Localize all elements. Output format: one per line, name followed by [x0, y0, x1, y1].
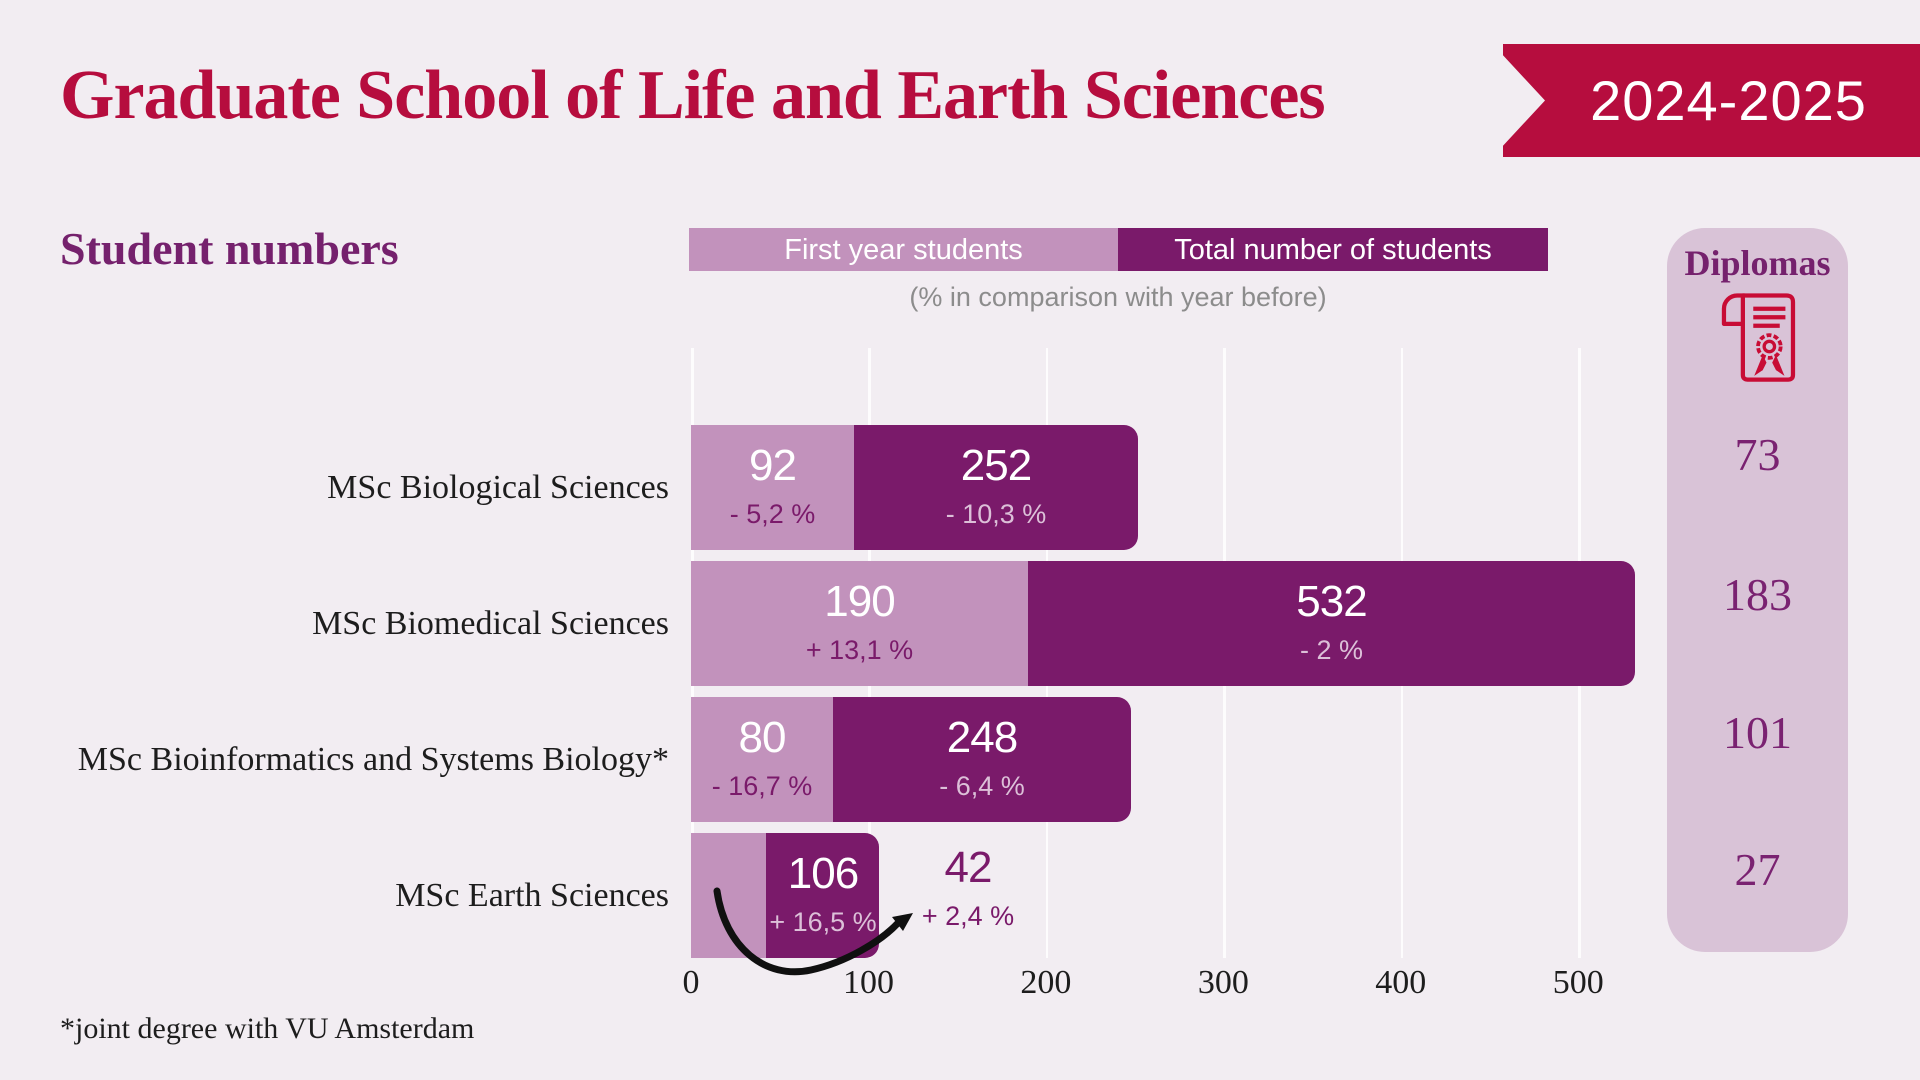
- section-heading: Student numbers: [60, 223, 399, 274]
- diplomas-panel: Diplomas 73 183 101 27: [1667, 228, 1848, 952]
- ribbon-badge: 2024-2025: [1503, 44, 1920, 157]
- first-year-value: 92: [749, 441, 797, 490]
- legend: First year students Total number of stud…: [689, 228, 1548, 271]
- bar-group: 248 - 6,4 % 80 - 16,7 %: [691, 697, 1920, 822]
- first-year-bar-labels: 190 + 13,1 %: [691, 561, 1028, 686]
- total-bar-labels: 106 + 16,5 %: [766, 833, 880, 958]
- diplomas-value: 183: [1723, 569, 1792, 620]
- x-tick-label: 400: [1375, 964, 1427, 1001]
- program-label: MSc Biomedical Sciences: [312, 605, 669, 642]
- first-year-bar-labels: 80 - 16,7 %: [691, 697, 833, 822]
- x-tick-label: 0: [682, 964, 700, 1001]
- first-year-change: - 16,7 %: [711, 771, 813, 801]
- first-year-value: 80: [738, 713, 787, 762]
- academic-year-badge: 2024-2025: [1590, 69, 1867, 132]
- first-year-bar: 80 - 16,7 %: [691, 697, 833, 822]
- first-year-change: + 2,4 %: [921, 901, 1015, 931]
- total-value: 532: [1296, 577, 1367, 626]
- total-change: + 16,5 %: [769, 907, 877, 937]
- first-year-change: + 13,1 %: [805, 635, 914, 665]
- bar-group: 106 + 16,5 % 42 + 2,4 %: [691, 833, 1920, 976]
- annotation-arrow: [713, 887, 913, 976]
- x-tick-label: 100: [842, 964, 894, 1001]
- total-value: 106: [787, 849, 859, 898]
- x-tick-label: 500: [1552, 964, 1604, 1001]
- certificate-icon: [1721, 293, 1795, 382]
- diplomas-value: 73: [1734, 429, 1781, 480]
- first-year-change: - 5,2 %: [729, 499, 816, 529]
- diplomas-value: 101: [1723, 707, 1792, 758]
- bar-row: MSc Biomedical Sciences 532 - 2 % 190 + …: [0, 561, 1920, 686]
- first-year-bar-labels: 92 - 5,2 %: [691, 425, 854, 550]
- first-year-bar: 92 - 5,2 %: [691, 425, 854, 550]
- diplomas-value: 27: [1734, 844, 1781, 895]
- first-year-bar: [691, 833, 766, 958]
- total-value: 252: [960, 441, 1032, 490]
- x-tick-label: 300: [1197, 964, 1249, 1001]
- bar-group: 532 - 2 % 190 + 13,1 %: [691, 561, 1920, 686]
- total-bar-labels: 252 - 10,3 %: [854, 425, 1138, 550]
- first-year-value: 190: [824, 577, 895, 626]
- program-label: MSc Biological Sciences: [327, 469, 669, 506]
- diplomas-title: Diplomas: [1684, 243, 1831, 283]
- bar-row: MSc Earth Sciences 106 + 16,5 % 42 + 2,4…: [0, 833, 1920, 976]
- bar-group: 252 - 10,3 % 92 - 5,2 %: [691, 425, 1920, 550]
- legend-total: Total number of students: [1118, 228, 1548, 271]
- total-bar-labels: 248 - 6,4 %: [833, 697, 1131, 822]
- total-change: - 6,4 %: [939, 771, 1025, 801]
- page-title: Graduate School of Life and Earth Scienc…: [60, 57, 1326, 134]
- total-change: - 10,3 %: [945, 499, 1047, 529]
- footnote: *joint degree with VU Amsterdam: [60, 1012, 475, 1045]
- first-year-value: 42: [944, 843, 993, 892]
- program-label: MSc Bioinformatics and Systems Biology*: [77, 741, 669, 778]
- legend-first-year: First year students: [689, 228, 1118, 271]
- x-axis: 0 100 200 300 400 500: [683, 964, 1641, 1008]
- bar-row: MSc Biological Sciences 252 - 10,3 % 92 …: [0, 425, 1920, 550]
- total-change: - 2 %: [1299, 635, 1364, 665]
- legend-subtitle: (% in comparison with year before): [909, 282, 1327, 312]
- total-value: 248: [946, 713, 1018, 762]
- outside-first-year-note: 42 + 2,4 %: [922, 845, 1014, 933]
- bar-row: MSc Bioinformatics and Systems Biology* …: [0, 697, 1920, 822]
- total-bar-labels: 532 - 2 %: [1028, 561, 1635, 686]
- x-tick-label: 200: [1020, 964, 1072, 1001]
- first-year-bar: 190 + 13,1 %: [691, 561, 1028, 686]
- program-label: MSc Earth Sciences: [395, 877, 669, 914]
